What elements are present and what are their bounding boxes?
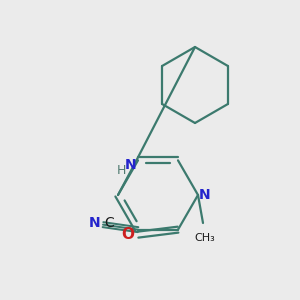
Text: N: N — [199, 188, 211, 202]
Text: N: N — [89, 216, 101, 230]
Text: CH₃: CH₃ — [195, 233, 215, 243]
Text: C: C — [104, 216, 114, 230]
Text: H: H — [116, 164, 126, 176]
Text: N: N — [125, 158, 137, 172]
Text: O: O — [122, 227, 134, 242]
